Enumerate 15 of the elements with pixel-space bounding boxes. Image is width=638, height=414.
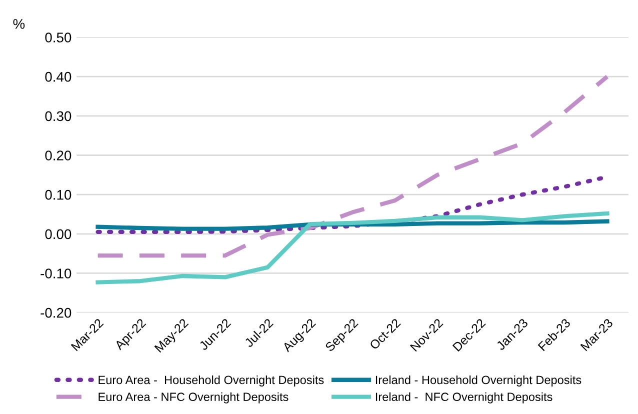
legend-label: Euro Area - NFC Overnight Deposits <box>98 392 288 404</box>
line-series <box>96 211 610 284</box>
legend-label: Ireland - NFC Overnight Deposits <box>376 392 552 404</box>
line-series <box>96 74 610 258</box>
y-tick-label: 0.10 <box>45 190 72 200</box>
y-tick-label: -0.20 <box>40 308 72 318</box>
legend-label: Ireland - Household Overnight Deposits <box>376 375 582 386</box>
y-tick-label: 0.30 <box>45 111 72 122</box>
y-tick-label: 0.50 <box>45 32 72 42</box>
y-tick-label: 0.20 <box>45 150 72 160</box>
y-axis-title: % <box>13 19 25 29</box>
y-tick-label: 0.40 <box>45 72 72 82</box>
y-tick-label: -0.10 <box>40 268 72 278</box>
legend-label: Euro Area - Household Overnight Deposits <box>98 375 324 386</box>
y-tick-label: 0.00 <box>45 229 72 240</box>
